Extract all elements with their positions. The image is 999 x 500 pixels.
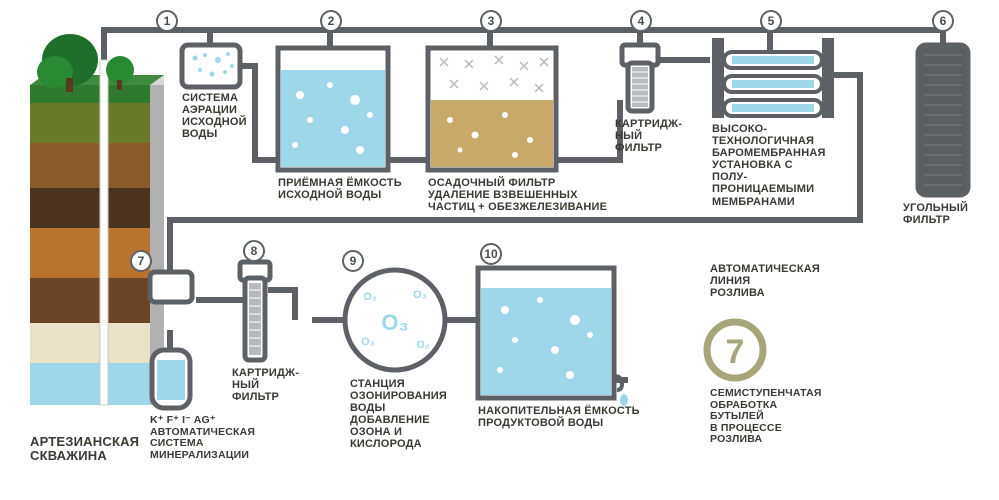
stage-8-label: КАРТРИДЖ-НЫЙФИЛЬТР: [232, 367, 299, 403]
stage-number-9: 9: [342, 250, 364, 272]
stage-6-label: УГОЛЬНЫЙФИЛЬТР: [903, 202, 968, 226]
stage-number-2: 2: [320, 10, 342, 32]
stage-5-label: ВЫСОКО-ТЕХНОЛОГИЧНАЯБАРОМЕМБРАННАЯУСТАНО…: [712, 123, 826, 208]
stage-5-membranes: [712, 38, 834, 118]
stage-1-label: СИСТЕМААЭРАЦИИИСХОДНОЙВОДЫ: [182, 92, 247, 140]
stage-10-label: НАКОПИТЕЛЬНАЯ ЁМКОСТЬПРОДУКТОВОЙ ВОДЫ: [478, 405, 640, 429]
stage-3-sediment-filter: [428, 48, 556, 170]
stage-number-4: 4: [630, 10, 652, 32]
stage-6-carbon: [918, 45, 968, 195]
bottling-title: АВТОМАТИЧЕСКАЯЛИНИЯРОЗЛИВА: [710, 263, 820, 299]
stage-number-6: 6: [932, 10, 954, 32]
svg-text:O₃: O₃: [381, 310, 408, 335]
well-label: АРТЕЗИАНСКАЯСКВАЖИНА: [30, 435, 139, 464]
svg-text:O₃: O₃: [413, 289, 427, 301]
stage-3-label: ОСАДОЧНЫЙ ФИЛЬТРУДАЛЕНИЕ ВЗВЕШЕННЫХЧАСТИ…: [428, 177, 607, 213]
stage-4-cartridge: [622, 45, 658, 111]
stage-10-product-tank: [478, 268, 628, 406]
svg-text:O₂: O₂: [363, 291, 377, 303]
svg-text:O₃: O₃: [361, 336, 375, 348]
stage-1-aeration: [182, 45, 240, 87]
stage-9-label: СТАНЦИЯОЗОНИРОВАНИЯВОДЫДОБАВЛЕНИЕОЗОНА И…: [350, 378, 447, 451]
stage-number-1: 1: [156, 10, 178, 32]
well-cross-section: [30, 34, 164, 405]
stage-2-label: ПРИЁМНАЯ ЁМКОСТЬИСХОДНОЙ ВОДЫ: [278, 177, 402, 201]
stage-9-ozonation: O₃ O₂ O₃ O₃ O₂: [345, 270, 445, 370]
stage-number-10: 10: [480, 243, 502, 265]
stage-number-5: 5: [760, 10, 782, 32]
stage-number-8: 8: [243, 240, 265, 262]
stage-4-label: КАРТРИДЖ-НЫЙФИЛЬТР: [615, 118, 682, 154]
stage-number-3: 3: [480, 10, 502, 32]
stage-7-label: K⁺ F⁺ I⁻ Ag⁺АВТОМАТИЧЕСКАЯСИСТЕМАМИНЕРАЛ…: [150, 415, 255, 461]
svg-text:O₂: O₂: [416, 339, 430, 351]
stage-number-7: 7: [130, 250, 152, 272]
bottling-sub: СЕМИСТУПЕНЧАТАЯОБРАБОТКАБУТЫЛЕЙВ ПРОЦЕСС…: [710, 388, 822, 446]
bottling-badge: 7: [707, 322, 763, 378]
stage-8-cartridge: [240, 262, 270, 360]
svg-text:7: 7: [726, 333, 745, 371]
stage-2-tank: [278, 48, 388, 170]
